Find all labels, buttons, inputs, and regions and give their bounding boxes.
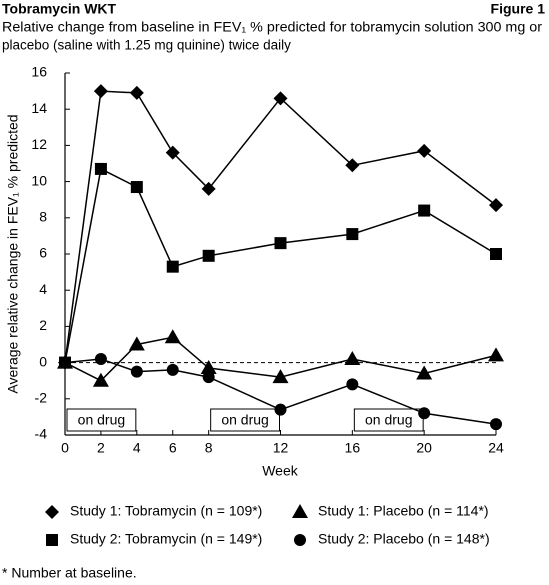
- legend-label: Study 1: Tobramycin (n = 109*): [70, 503, 262, 519]
- marker: [490, 248, 502, 260]
- legend-label: Study 2: Placebo (n = 148*): [318, 531, 490, 547]
- x-tick-label: 6: [169, 440, 177, 456]
- legend-label: Study 1: Placebo (n = 114*): [318, 503, 489, 519]
- marker: [489, 198, 503, 213]
- y-tick-label: 10: [31, 172, 47, 188]
- legend-label: Study 2: Tobramycin (n = 149*): [70, 531, 262, 547]
- y-tick-label: -4: [35, 426, 48, 442]
- annotation-box: [353, 408, 424, 432]
- marker: [94, 162, 107, 175]
- marker: [346, 228, 359, 241]
- marker: [164, 329, 181, 344]
- x-tick-label: 8: [205, 440, 213, 456]
- marker: [130, 181, 143, 194]
- y-tick-label: 8: [39, 209, 47, 225]
- marker: [166, 260, 179, 273]
- x-tick-label: 20: [416, 440, 432, 456]
- annotation-text: on drug: [221, 412, 268, 428]
- marker: [128, 336, 145, 351]
- annotation-text: on drug: [365, 412, 412, 428]
- y-tick-label: 0: [39, 353, 47, 369]
- annotation-box: [66, 408, 137, 432]
- subtitle: Relative change from baseline in FEV₁ % …: [2, 20, 543, 35]
- x-axis-label: Week: [262, 463, 299, 479]
- marker: [165, 145, 180, 160]
- marker: [94, 352, 107, 365]
- marker: [273, 91, 288, 106]
- subtitle: placebo (saline with 1.25 mg quinine) tw…: [2, 38, 291, 53]
- marker: [490, 418, 502, 431]
- y-tick-label: 16: [31, 64, 47, 80]
- marker: [200, 360, 217, 375]
- y-axis-label: Average relative change in FEV₁ % predic…: [5, 114, 21, 393]
- marker: [202, 249, 215, 262]
- footnote: * Number at baseline.: [2, 565, 137, 581]
- legend-marker: [46, 534, 58, 546]
- marker: [344, 350, 361, 365]
- y-tick-label: 6: [39, 245, 47, 261]
- header-right: Figure 1: [491, 1, 546, 17]
- marker: [417, 143, 432, 158]
- marker: [202, 371, 215, 384]
- annotation-text: on drug: [78, 412, 125, 428]
- marker: [418, 204, 431, 217]
- y-tick-label: 12: [31, 136, 47, 152]
- legend-marker: [294, 534, 306, 546]
- y-tick-label: 2: [39, 317, 47, 333]
- marker: [92, 372, 109, 387]
- series-line: [64, 167, 497, 363]
- legend-marker: [45, 505, 59, 519]
- series-line: [64, 90, 497, 363]
- x-tick-label: 0: [61, 440, 69, 456]
- marker: [274, 403, 287, 416]
- marker: [346, 378, 359, 391]
- marker: [416, 365, 433, 380]
- annotation-box: [210, 408, 281, 432]
- marker: [93, 84, 108, 99]
- marker: [272, 369, 289, 384]
- x-tick-label: 16: [345, 440, 361, 456]
- x-tick-label: 2: [97, 440, 105, 456]
- marker: [129, 85, 144, 100]
- x-tick-label: 24: [488, 440, 504, 456]
- marker: [130, 365, 143, 378]
- y-tick-label: 4: [39, 281, 47, 297]
- x-tick-label: 12: [273, 440, 289, 456]
- marker: [166, 363, 179, 376]
- y-tick-label: -2: [35, 390, 48, 406]
- marker: [418, 407, 431, 420]
- x-tick-label: 4: [133, 440, 141, 456]
- marker: [274, 237, 287, 250]
- y-tick-label: 14: [31, 100, 47, 116]
- header-left: Tobramycin WKT: [2, 1, 117, 17]
- marker: [201, 181, 216, 196]
- marker: [488, 347, 504, 362]
- legend-marker: [292, 504, 308, 518]
- marker: [59, 356, 71, 369]
- marker: [345, 158, 360, 173]
